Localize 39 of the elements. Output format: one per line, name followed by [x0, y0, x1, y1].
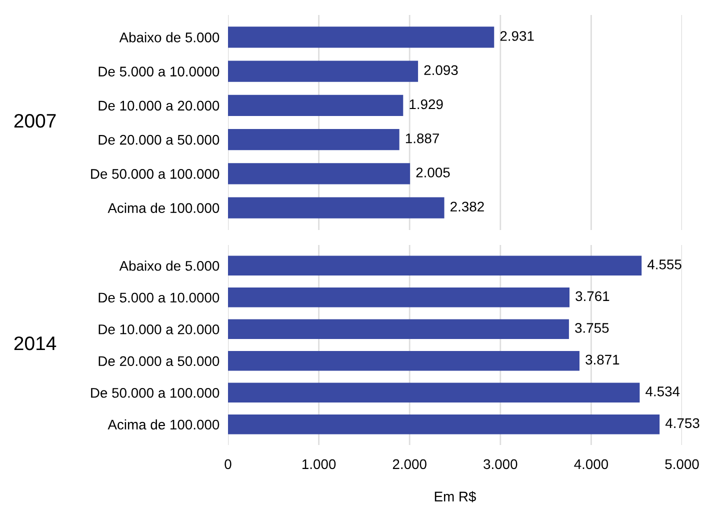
bar [228, 128, 400, 150]
bar [228, 163, 410, 184]
x-tick-label: 4.000 [574, 459, 608, 470]
bar [228, 26, 494, 48]
y-tick-label: De 20.000 a 50.000 [98, 356, 220, 366]
y-tick-label: De 5.000 a 10.0000 [98, 292, 220, 303]
data-label: 2.005 [416, 168, 450, 178]
y-tick-label: De 10.000 a 20.000 [98, 100, 220, 111]
data-label: 4.753 [665, 418, 700, 428]
bar [228, 60, 418, 82]
x-axis-title: Em R$ [434, 491, 476, 502]
y-tick-label: Acima de 100.000 [108, 202, 220, 213]
data-label: 1.929 [410, 99, 443, 110]
x-tick-label: 5.000 [665, 459, 699, 470]
data-label: 2.931 [500, 31, 534, 41]
bar [228, 94, 404, 116]
data-label: 3.755 [575, 323, 609, 333]
data-label: 2.382 [450, 202, 484, 212]
x-tick-label: 3.000 [484, 459, 518, 470]
y-tick-label: De 5.000 a 10.0000 [98, 66, 220, 76]
x-tick-label: 2.000 [392, 459, 426, 470]
y-tick-label: De 50.000 a 100.000 [91, 169, 220, 179]
y-axis-title: 2014 [14, 336, 56, 350]
y-tick-label: De 20.000 a 50.000 [98, 134, 220, 145]
data-label: 3.761 [576, 291, 610, 302]
x-tick-label: 1.000 [302, 459, 336, 470]
y-tick-label: De 50.000 a 100.000 [91, 388, 220, 398]
data-label: 4.534 [646, 386, 680, 396]
bar [228, 197, 444, 218]
data-label: 1.887 [406, 133, 439, 144]
y-tick-label: Abaixo de 5.000 [119, 32, 220, 42]
data-label: 3.871 [586, 354, 620, 365]
data-label: 4.555 [647, 260, 682, 270]
y-tick-label: Acima de 100.000 [108, 419, 220, 430]
data-label: 2.093 [424, 65, 458, 76]
x-tick-label: 0 [224, 459, 232, 470]
y-tick-label: Abaixo de 5.000 [119, 260, 220, 271]
y-tick-label: De 10.000 a 20.000 [98, 324, 220, 334]
y-axis-title: 2007 [14, 114, 56, 128]
